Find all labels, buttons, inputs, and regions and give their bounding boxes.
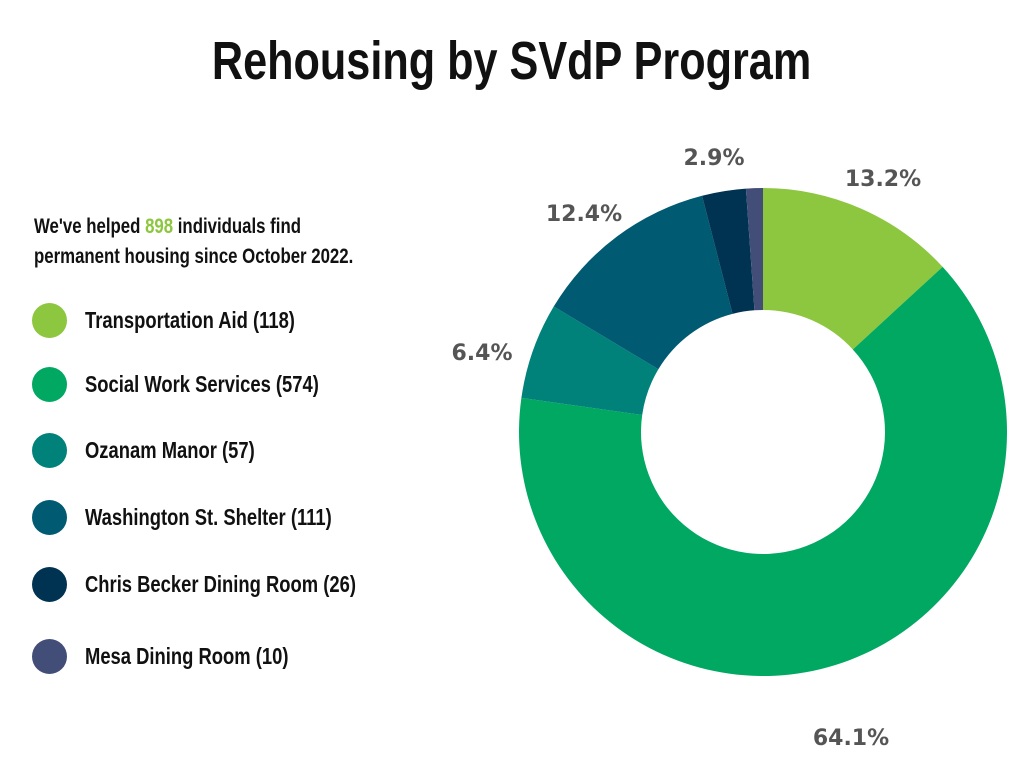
intro-line2: permanent housing since October 2022. xyxy=(34,245,354,268)
legend-label: Mesa Dining Room (10) xyxy=(85,642,289,669)
donut-slice xyxy=(763,188,943,350)
donut-slice xyxy=(518,266,1007,677)
legend-swatch xyxy=(32,499,67,535)
legend-swatch xyxy=(32,638,67,674)
chart-title-text: Rehousing by SVdP Program xyxy=(212,31,812,91)
data-label: 64.1% xyxy=(813,726,889,751)
chart-title: Rehousing by SVdP Program xyxy=(0,30,1024,92)
legend-item: Social Work Services (574) xyxy=(32,366,377,402)
legend-item: Washington St. Shelter (111) xyxy=(32,499,393,535)
intro-count: 898 xyxy=(145,215,174,238)
legend-swatch xyxy=(32,366,67,402)
legend-label: Washington St. Shelter (111) xyxy=(85,503,332,530)
intro-text: We've helped 898 individuals find perman… xyxy=(34,212,433,272)
legend-item: Ozanam Manor (57) xyxy=(32,432,297,468)
donut-slice xyxy=(745,188,763,311)
legend-label: Social Work Services (574) xyxy=(85,370,319,397)
intro-before: We've helped xyxy=(34,215,146,238)
data-label: 6.4% xyxy=(451,341,512,366)
legend-label: Ozanam Manor (57) xyxy=(85,436,255,463)
donut-slice xyxy=(553,195,733,370)
legend-label: Chris Becker Dining Room (26) xyxy=(85,570,356,597)
legend-item: Transportation Aid (118) xyxy=(32,302,347,338)
intro-after: individuals find xyxy=(173,215,301,238)
data-label: 12.4% xyxy=(546,202,622,227)
legend-label: Transportation Aid (118) xyxy=(85,306,295,333)
legend-item: Mesa Dining Room (10) xyxy=(32,638,339,674)
donut-slice xyxy=(702,188,755,314)
legend-item: Chris Becker Dining Room (26) xyxy=(32,566,424,602)
data-label: 2.9% xyxy=(683,146,744,171)
donut-slice xyxy=(521,306,659,415)
legend-swatch xyxy=(32,302,67,338)
data-label: 13.2% xyxy=(845,167,921,192)
legend-swatch xyxy=(32,432,67,468)
legend-swatch xyxy=(32,566,67,602)
